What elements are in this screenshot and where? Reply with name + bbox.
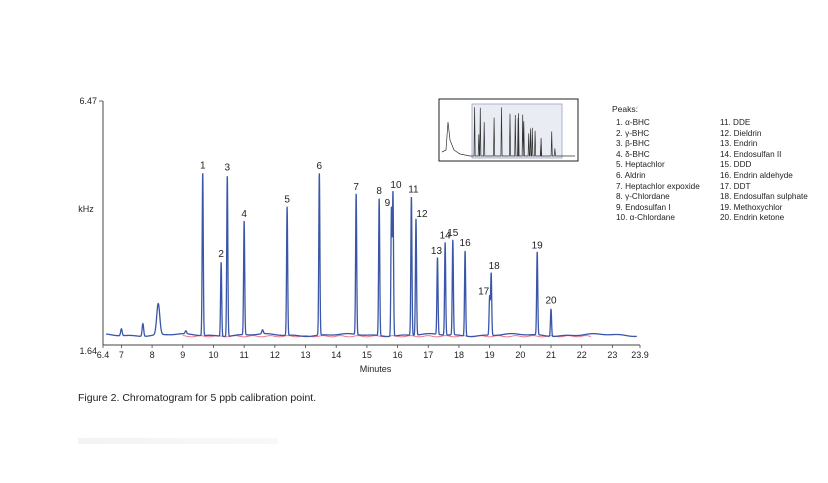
figure-caption: Figure 2. Chromatogram for 5 ppb calibra… bbox=[78, 392, 317, 404]
chromatogram-line bbox=[105, 173, 637, 338]
legend-item: 10. α-Chlordane bbox=[616, 213, 675, 223]
peak-label: 4 bbox=[241, 209, 247, 220]
peak-label: 6 bbox=[317, 161, 323, 172]
legend-item: 3. β-BHC bbox=[616, 139, 650, 149]
y-tick-label: 1.64 bbox=[79, 346, 97, 356]
peak-label: 3 bbox=[224, 162, 230, 173]
x-tick-label: 11 bbox=[239, 350, 248, 360]
legend-column-1: 1. α-BHC 2. γ-BHC 3. β-BHC 4. δ-BHC 5. Hepta… bbox=[616, 118, 700, 224]
legend-item: 16. Endrin aldehyde bbox=[720, 170, 793, 180]
x-tick-label: 22 bbox=[577, 350, 587, 360]
legend-item: 12. Dieldrin bbox=[720, 128, 762, 138]
peak-label: 13 bbox=[431, 246, 443, 257]
peak-label: 7 bbox=[353, 182, 359, 193]
chart-axes: 6.4 7 8 9 10 11 12 13 14 15 16 17 18 19 20 21 22 23 23.91.… bbox=[78, 96, 649, 374]
faded-text-line bbox=[78, 438, 278, 444]
legend-item: 9. Endosulfan I bbox=[616, 202, 671, 212]
x-tick-label: 13 bbox=[301, 350, 311, 360]
peak-label: 20 bbox=[545, 295, 557, 306]
x-tick-label: 17 bbox=[423, 350, 433, 360]
y-tick-label: 6.47 bbox=[79, 96, 97, 106]
peak-label: 8 bbox=[376, 186, 382, 197]
legend-item: 7. Heptachlor expoxide bbox=[616, 181, 700, 191]
legend-item: 19. Methoxychlor bbox=[720, 202, 783, 212]
peak-label: 5 bbox=[284, 194, 290, 205]
legend-column-2: 11. DDE 12. Dieldrin 13. Endrin 14. Endosul… bbox=[720, 118, 808, 224]
inset-trace bbox=[441, 107, 575, 157]
x-tick-label: 14 bbox=[331, 350, 341, 360]
legend-title: Peaks: bbox=[612, 104, 638, 114]
x-tick-label: 18 bbox=[454, 350, 464, 360]
inset-zoom-region bbox=[471, 103, 563, 159]
peak-label: 19 bbox=[532, 240, 544, 251]
x-tick-label: 9 bbox=[180, 350, 185, 360]
legend-item: 14. Endosulfan II bbox=[720, 149, 782, 159]
x-tick-label: 20 bbox=[515, 350, 525, 360]
x-tick-label: 15 bbox=[362, 350, 372, 360]
legend-item: 17. DDT bbox=[720, 181, 751, 191]
x-tick-label: 16 bbox=[393, 350, 403, 360]
x-tick-label: 6.4 bbox=[97, 350, 110, 360]
legend-item: 15. DDD bbox=[720, 160, 752, 170]
x-tick-label: 12 bbox=[270, 350, 280, 360]
legend-item: 5. Heptachlor bbox=[616, 160, 665, 170]
peak-label: 11 bbox=[408, 185, 419, 196]
x-tick-label: 23.9 bbox=[631, 350, 649, 360]
peak-label: 10 bbox=[390, 180, 402, 191]
legend-item: 13. Endrin bbox=[720, 139, 758, 149]
legend-item: 4. δ-BHC bbox=[616, 149, 650, 159]
legend-item: 11. DDE bbox=[720, 118, 751, 127]
legend-item: 8. γ-Chlordane bbox=[616, 192, 670, 202]
inset-overview bbox=[438, 98, 579, 162]
peak-label: 18 bbox=[489, 261, 501, 272]
y-axis-label: kHz bbox=[78, 204, 94, 214]
peak-label: 2 bbox=[218, 249, 224, 260]
legend-item: 6. Aldrin bbox=[616, 170, 646, 180]
legend-item: 18. Endosulfan sulphate bbox=[720, 192, 808, 202]
peak-label: 15 bbox=[447, 228, 459, 239]
peak-label: 16 bbox=[460, 238, 472, 249]
legend-item: 20. Endrin ketone bbox=[720, 213, 785, 223]
x-tick-label: 23 bbox=[607, 350, 617, 360]
x-tick-label: 19 bbox=[485, 350, 495, 360]
legend-item: 1. α-BHC bbox=[616, 118, 650, 127]
peak-label: 12 bbox=[416, 209, 428, 220]
x-tick-label: 21 bbox=[546, 350, 556, 360]
peak-label: 1 bbox=[200, 160, 206, 171]
peak-label: 14 bbox=[440, 230, 452, 241]
x-axis-label: Minutes bbox=[360, 364, 392, 374]
legend-item: 2. γ-BHC bbox=[616, 128, 650, 138]
peak-label: 9 bbox=[385, 198, 391, 209]
x-tick-label: 8 bbox=[150, 350, 155, 360]
peak-label: 17 bbox=[478, 287, 490, 298]
chromatogram-trace bbox=[105, 173, 637, 338]
x-tick-label: 10 bbox=[208, 350, 218, 360]
x-tick-label: 7 bbox=[119, 350, 124, 360]
